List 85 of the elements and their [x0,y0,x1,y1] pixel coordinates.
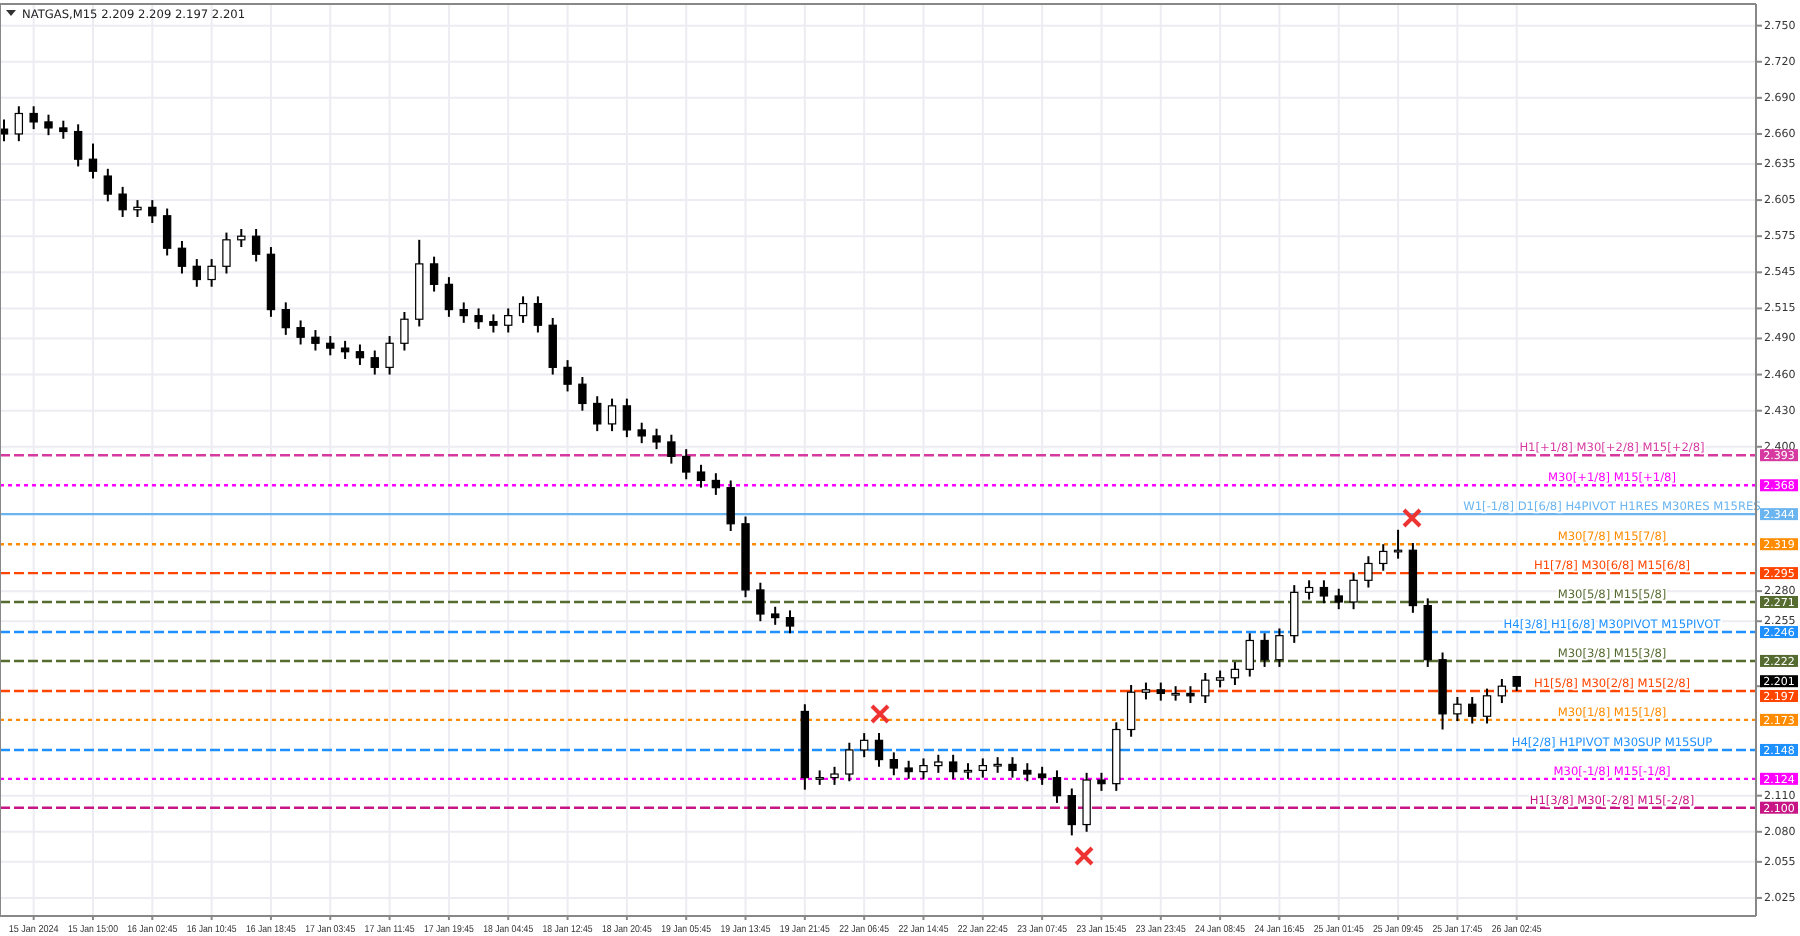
candlestick [1482,687,1492,725]
candlestick [1453,696,1462,723]
candlestick [1082,771,1091,833]
candlestick [1008,756,1017,779]
candlestick [889,751,899,777]
candlestick [1334,587,1343,611]
candlestick [622,397,632,439]
candlestick [207,258,216,288]
candlestick [919,757,928,780]
candlestick [444,276,454,318]
candlestick [59,119,68,140]
candlestick [385,335,394,376]
candlestick [103,167,113,203]
candlestick [1201,671,1210,705]
candlestick [1260,632,1269,668]
candlestick [1230,661,1240,686]
candlestick [1497,677,1507,705]
candlestick [667,433,676,465]
candlestick [845,741,854,783]
candlestick [326,335,335,357]
candlestick [1468,696,1477,725]
candlestick [459,301,468,324]
candlestick [192,258,201,288]
candlestick [830,765,839,786]
candlestick [0,118,9,143]
candlestick [474,307,483,330]
candlestick [948,753,958,780]
candlestick [682,448,691,481]
candlestick [518,295,528,324]
candlestick [1245,632,1254,678]
candlestick [504,307,513,334]
candlestick [400,311,409,352]
candlestick [726,479,735,532]
candlestick [1156,681,1165,702]
candlestick [1037,765,1047,786]
candlestick [711,472,721,496]
candlestick [578,375,587,412]
candlestick [14,105,24,143]
candlestick [162,207,172,257]
candlestick [311,329,320,352]
candlestick [652,427,661,451]
candlestick [355,343,365,366]
candlestick [222,231,231,275]
candlestick [148,199,157,224]
candlestick [770,605,780,626]
candlestick [237,227,246,249]
candlestick [44,113,53,137]
candlestick [978,757,988,779]
candlestick [785,609,795,635]
candlestick [1023,762,1032,783]
candlestick [251,227,261,263]
candlestick [429,255,439,293]
candlestick [281,301,290,336]
candlestick [1364,555,1373,589]
candlestick [73,123,83,168]
candlestick [637,421,646,445]
candlestick [548,317,557,376]
candlestick [696,463,706,489]
candlestick [1067,787,1076,837]
candlestick [1319,579,1329,605]
candlestick [934,753,943,774]
candlestick [29,105,38,131]
candlestick [904,759,913,780]
candlestick [593,395,602,433]
candlestick [607,397,617,433]
candlestick [489,313,498,334]
candlestick [118,185,127,218]
candlestick [370,349,379,376]
candlestick [756,581,765,623]
candlestick [296,319,305,346]
candlestick [340,339,350,360]
candlestick [1097,771,1106,792]
candlestick [177,240,187,275]
candlestick [874,732,884,768]
candlestick [1349,572,1358,611]
candlestick [1290,584,1299,644]
candlestick [563,359,572,393]
candlestick [1275,627,1284,668]
candlestick [859,732,869,759]
candlestick [88,142,98,180]
candlestick [1379,543,1388,572]
candlestick [1304,579,1314,601]
candlestick [533,295,543,334]
candlestick [1126,683,1136,738]
candlestick [1052,769,1062,804]
